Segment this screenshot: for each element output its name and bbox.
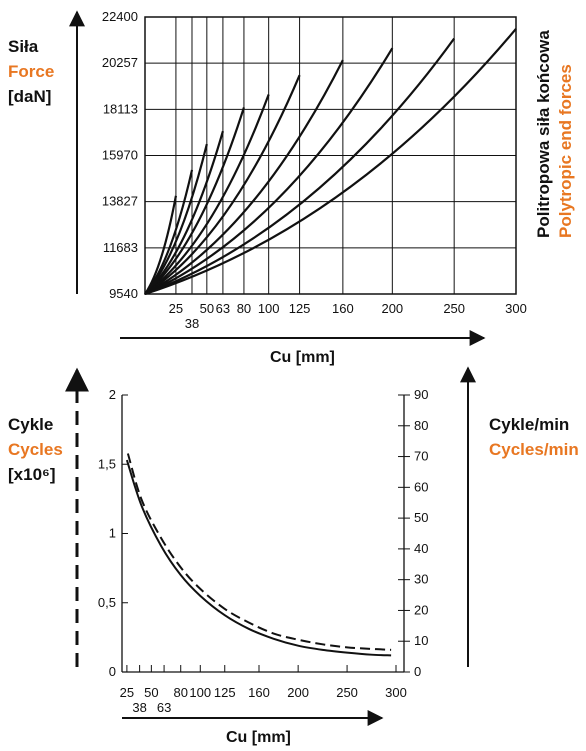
- cycles-x-tick-label: 50: [144, 685, 158, 700]
- force-x-tick-label: 300: [505, 301, 527, 316]
- force-chart-grid: [145, 17, 517, 294]
- cycles-left-tick-label: 0: [109, 664, 116, 679]
- force-y-tick-label: 22400: [102, 9, 138, 24]
- cycles-label-pl: Cykle: [8, 415, 53, 434]
- cycles-x-tick-label: 125: [214, 685, 236, 700]
- cycles-curve: [125, 459, 392, 657]
- force-curve: [144, 59, 344, 295]
- force-chart: 9540 11683 13827 15970 18113 20257 22400 25385…: [8, 9, 575, 366]
- force-curve: [144, 94, 270, 295]
- cycles-right-tick-label: 20: [414, 602, 428, 617]
- cycles-right-tick-label: 40: [414, 541, 428, 556]
- force-curve: [144, 37, 456, 296]
- force-x-tick-label: 125: [289, 301, 311, 316]
- force-curve: [144, 28, 517, 296]
- cycles-right-tick-label: 80: [414, 418, 428, 433]
- cycles-right-ticks: 0 10 20 30 40 50 60 70 80 90: [398, 387, 428, 679]
- force-curve: [144, 107, 245, 295]
- force-y-tick-label: 18113: [103, 101, 138, 116]
- force-chart-y-ticks: 9540 11683 13827 15970 18113 20257 22400: [102, 9, 138, 301]
- force-label-unit: [daN]: [8, 87, 51, 106]
- force-curve: [144, 74, 301, 295]
- cycles-x-tick-label: 38: [132, 700, 146, 715]
- force-label-en: Force: [8, 62, 54, 81]
- cycles-x-tick-label: 200: [287, 685, 309, 700]
- force-x-label: Cu [mm]: [270, 349, 335, 366]
- force-y-tick-label: 13827: [102, 194, 138, 209]
- force-x-tick-label: 38: [185, 316, 199, 331]
- cycles-chart-curves: [125, 453, 392, 657]
- force-x-tick-label: 200: [381, 301, 403, 316]
- force-x-tick-label: 250: [443, 301, 465, 316]
- cycles-x-tick-label: 63: [157, 700, 171, 715]
- cycles-right-tick-label: 10: [414, 633, 428, 648]
- cycles-x-tick-label: 160: [248, 685, 270, 700]
- cycles-left-ticks: 0 0,5 1 1,5 2: [98, 387, 128, 679]
- force-x-tick-label: 63: [216, 301, 230, 316]
- cycles-x-tick-label: 300: [385, 685, 407, 700]
- cycles-x-tick-label: 80: [173, 685, 187, 700]
- cycles-per-min-curve: [126, 453, 392, 651]
- cycles-right-tick-label: 90: [414, 387, 428, 402]
- cycles-left-tick-label: 0,5: [98, 595, 116, 610]
- cycles-per-min-label-en: Cycles/min: [489, 440, 579, 459]
- cycles-right-tick-label: 70: [414, 449, 428, 464]
- force-chart-curves: [144, 28, 517, 296]
- cycles-label-en: Cycles: [8, 440, 63, 459]
- polytropic-label-en: Polytropic end forces: [556, 64, 575, 238]
- force-y-tick-label: 9540: [109, 286, 138, 301]
- cycles-x-tick-label: 250: [336, 685, 358, 700]
- force-y-tick-label: 20257: [102, 55, 138, 70]
- force-y-tick-label: 15970: [102, 148, 138, 163]
- cycles-x-label: Cu [mm]: [226, 729, 291, 746]
- force-label-pl: Siła: [8, 37, 39, 56]
- cycles-left-tick-label: 1: [109, 526, 116, 541]
- force-chart-frame: [144, 16, 517, 295]
- force-x-tick-label: 25: [169, 301, 183, 316]
- cycles-left-tick-label: 2: [109, 387, 116, 402]
- force-curve: [144, 47, 394, 296]
- cycles-right-tick-label: 30: [414, 572, 428, 587]
- force-y-tick-label: 11683: [103, 240, 138, 255]
- force-x-tick-label: 100: [258, 301, 280, 316]
- cycles-right-tick-label: 50: [414, 510, 428, 525]
- force-x-tick-label: 80: [237, 301, 251, 316]
- force-x-tick-label: 160: [332, 301, 354, 316]
- cycles-x-ticks: 25 50 80 100 125 160 200 250 300 38 63: [120, 665, 407, 715]
- cycles-left-tick-label: 1,5: [98, 456, 116, 471]
- polytropic-label-pl: Politropowa siła końcowa: [534, 30, 553, 238]
- cycles-per-min-label-pl: Cykle/min: [489, 415, 569, 434]
- force-x-tick-label: 50: [200, 301, 214, 316]
- cycles-x-tick-label: 100: [189, 685, 211, 700]
- cycles-right-tick-label: 0: [414, 664, 421, 679]
- cycles-x-tick-label: 25: [120, 685, 134, 700]
- cycles-right-tick-label: 60: [414, 479, 428, 494]
- cycles-label-unit: [x10⁶]: [8, 465, 56, 484]
